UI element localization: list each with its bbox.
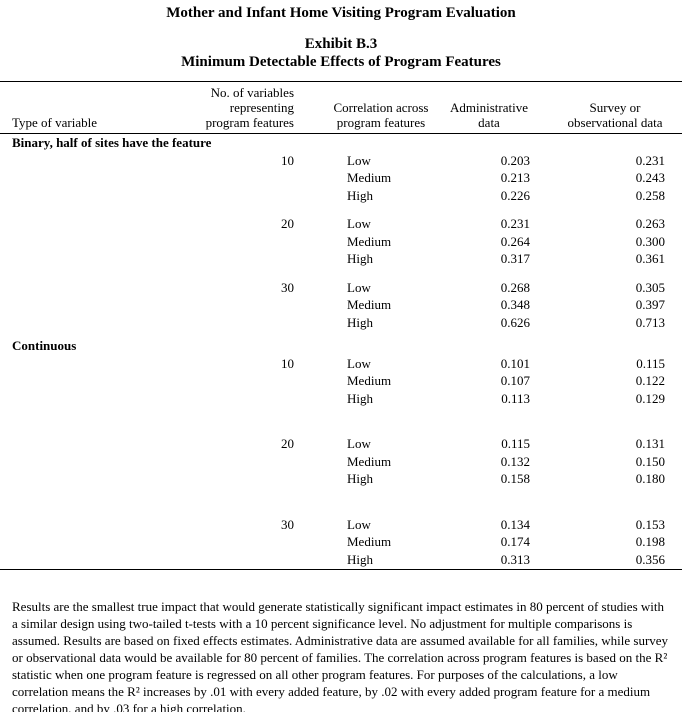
survey-value: 0.356 xyxy=(635,551,665,567)
num-variables-cell: 10 xyxy=(281,152,294,168)
num-variables-cell: 20 xyxy=(281,436,294,451)
administrative-value: 0.348 xyxy=(500,297,530,312)
table-row: High 0.626 0.713 xyxy=(0,314,682,332)
survey-value: 0.153 xyxy=(635,516,665,532)
administrative-value: 0.134 xyxy=(500,516,530,532)
survey-value: 0.231 xyxy=(635,152,665,168)
survey-value: 0.180 xyxy=(635,471,665,486)
correlation-cell: Low xyxy=(347,436,371,451)
table-row: High 0.226 0.258 xyxy=(0,187,682,205)
table-row: High 0.113 0.129 xyxy=(0,390,682,408)
section-label-continuous: Continuous xyxy=(12,338,77,353)
correlation-cell: Medium xyxy=(347,297,392,312)
survey-value: 0.129 xyxy=(635,390,665,406)
exhibit-title: Minimum Detectable Effects of Program Fe… xyxy=(181,54,501,70)
document-title: Mother and Infant Home Visiting Program … xyxy=(166,5,516,21)
correlation-cell: High xyxy=(347,187,373,203)
survey-value: 0.713 xyxy=(635,314,665,330)
header-num-variables: No. of variables representing program fe… xyxy=(205,85,294,130)
correlation-cell: Low xyxy=(347,216,371,231)
correlation-cell: Low xyxy=(347,355,371,371)
administrative-value: 0.132 xyxy=(500,453,530,469)
administrative-value: 0.203 xyxy=(500,152,530,168)
survey-value: 0.122 xyxy=(635,373,665,388)
survey-value: 0.243 xyxy=(635,170,665,185)
administrative-value: 0.113 xyxy=(501,390,530,406)
exhibit-label: Exhibit B.3 xyxy=(304,36,378,52)
survey-value: 0.361 xyxy=(635,251,665,266)
header-survey-data: Survey or observational data xyxy=(567,100,663,130)
num-variables-cell: 30 xyxy=(281,279,294,295)
header-correlation: Correlation across program features xyxy=(333,100,429,130)
num-variables-cell: 20 xyxy=(281,216,294,231)
administrative-value: 0.107 xyxy=(500,373,530,388)
table-row: 10 Low 0.203 0.231 xyxy=(0,152,682,170)
correlation-cell: Low xyxy=(347,152,371,168)
table-bottom-rule xyxy=(0,569,682,570)
correlation-cell: High xyxy=(347,471,373,486)
administrative-value: 0.158 xyxy=(500,471,530,486)
group-spacer xyxy=(0,268,682,279)
correlation-cell: Medium xyxy=(347,233,392,249)
header-type-of-variable: Type of variable xyxy=(12,115,97,130)
administrative-value: 0.317 xyxy=(500,251,530,266)
table-row: 30 Low 0.268 0.305 xyxy=(0,279,682,297)
correlation-cell: Low xyxy=(347,279,371,295)
group-spacer xyxy=(0,488,682,516)
correlation-cell: Medium xyxy=(347,170,392,185)
survey-value: 0.131 xyxy=(635,436,665,451)
administrative-value: 0.101 xyxy=(500,355,530,371)
administrative-value: 0.226 xyxy=(500,187,530,203)
survey-value: 0.258 xyxy=(635,187,665,203)
table-top-rule xyxy=(0,81,682,82)
survey-value: 0.115 xyxy=(636,355,665,371)
table-row: 20 Low 0.231 0.263 xyxy=(0,215,682,233)
correlation-cell: Medium xyxy=(347,453,392,469)
correlation-cell: High xyxy=(347,314,373,330)
table-row: Medium 0.107 0.122 xyxy=(0,372,682,390)
table-row: Medium 0.132 0.150 xyxy=(0,453,682,471)
administrative-value: 0.313 xyxy=(500,551,530,567)
administrative-value: 0.115 xyxy=(501,436,530,451)
num-variables-cell: 30 xyxy=(281,516,294,532)
survey-value: 0.150 xyxy=(635,453,665,469)
table-header-rule xyxy=(0,133,682,134)
section-label-binary: Binary, half of sites have the feature xyxy=(12,135,212,150)
table-row: Medium 0.213 0.243 xyxy=(0,169,682,187)
table-row: Medium 0.348 0.397 xyxy=(0,296,682,314)
administrative-value: 0.231 xyxy=(500,216,530,231)
administrative-value: 0.626 xyxy=(500,314,530,330)
table-row: 20 Low 0.115 0.131 xyxy=(0,435,682,453)
table-row: Medium 0.174 0.198 xyxy=(0,533,682,551)
table-footnote: Results are the smallest true impact tha… xyxy=(12,599,669,712)
survey-value: 0.263 xyxy=(635,216,665,231)
table-row: High 0.158 0.180 xyxy=(0,470,682,488)
administrative-value: 0.213 xyxy=(500,170,530,185)
correlation-cell: Low xyxy=(347,516,371,532)
table-row: Medium 0.264 0.300 xyxy=(0,233,682,251)
table-row: High 0.317 0.361 xyxy=(0,250,682,268)
survey-value: 0.397 xyxy=(635,297,665,312)
correlation-cell: Medium xyxy=(347,373,392,388)
correlation-cell: High xyxy=(347,551,373,567)
survey-value: 0.300 xyxy=(635,233,665,249)
table-header-row: Type of variable No. of variables repres… xyxy=(0,82,682,133)
survey-value: 0.198 xyxy=(635,534,665,549)
group-spacer xyxy=(0,204,682,215)
group-spacer xyxy=(0,407,682,435)
table-row: High 0.313 0.356 xyxy=(0,551,682,569)
header-administrative-data: Administrative data xyxy=(450,100,528,130)
correlation-cell: Medium xyxy=(347,534,392,549)
administrative-value: 0.268 xyxy=(500,279,530,295)
administrative-value: 0.264 xyxy=(500,233,530,249)
survey-value: 0.305 xyxy=(635,279,665,295)
administrative-value: 0.174 xyxy=(500,534,530,549)
correlation-cell: High xyxy=(347,390,373,406)
table-row: 30 Low 0.134 0.153 xyxy=(0,516,682,534)
table-row: 10 Low 0.101 0.115 xyxy=(0,355,682,373)
num-variables-cell: 10 xyxy=(281,355,294,371)
correlation-cell: High xyxy=(347,251,373,266)
